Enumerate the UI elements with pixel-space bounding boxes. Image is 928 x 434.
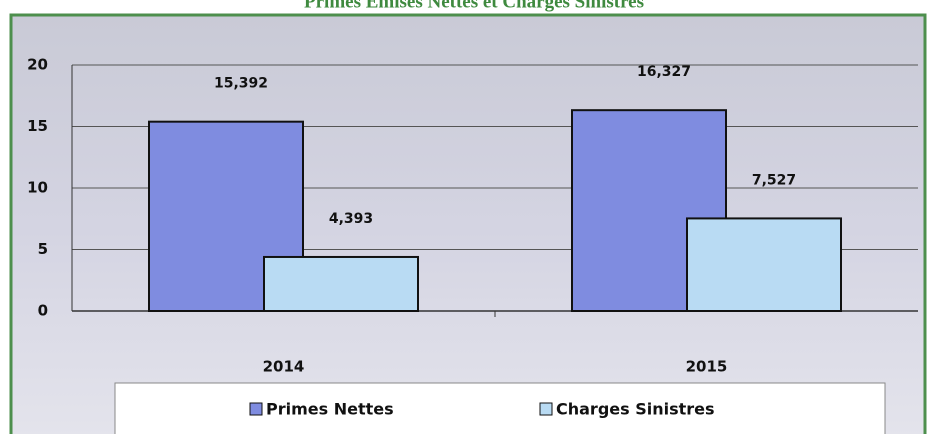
x-tick-label: 2014	[263, 358, 305, 376]
y-tick-label: 10	[27, 179, 48, 197]
bar	[263, 255, 419, 312]
legend-swatch	[249, 402, 263, 416]
y-tick-label: 0	[38, 302, 48, 320]
value-label: 16,327	[637, 64, 691, 80]
value-label: 15,392	[214, 76, 268, 92]
legend-swatch	[539, 402, 553, 416]
y-tick-label: 20	[27, 56, 48, 74]
y-tick-label: 15	[27, 117, 48, 135]
legend	[114, 382, 886, 434]
legend-label: Charges Sinistres	[556, 400, 715, 419]
chart-title: Primes Emises Nettes et Charges Sinistre…	[304, 0, 644, 12]
bar	[686, 217, 842, 312]
legend-label: Primes Nettes	[266, 400, 394, 419]
x-tick-label: 2015	[686, 358, 728, 376]
value-label: 4,393	[329, 211, 373, 227]
value-label: 7,527	[752, 172, 796, 188]
y-tick-label: 5	[38, 240, 48, 258]
